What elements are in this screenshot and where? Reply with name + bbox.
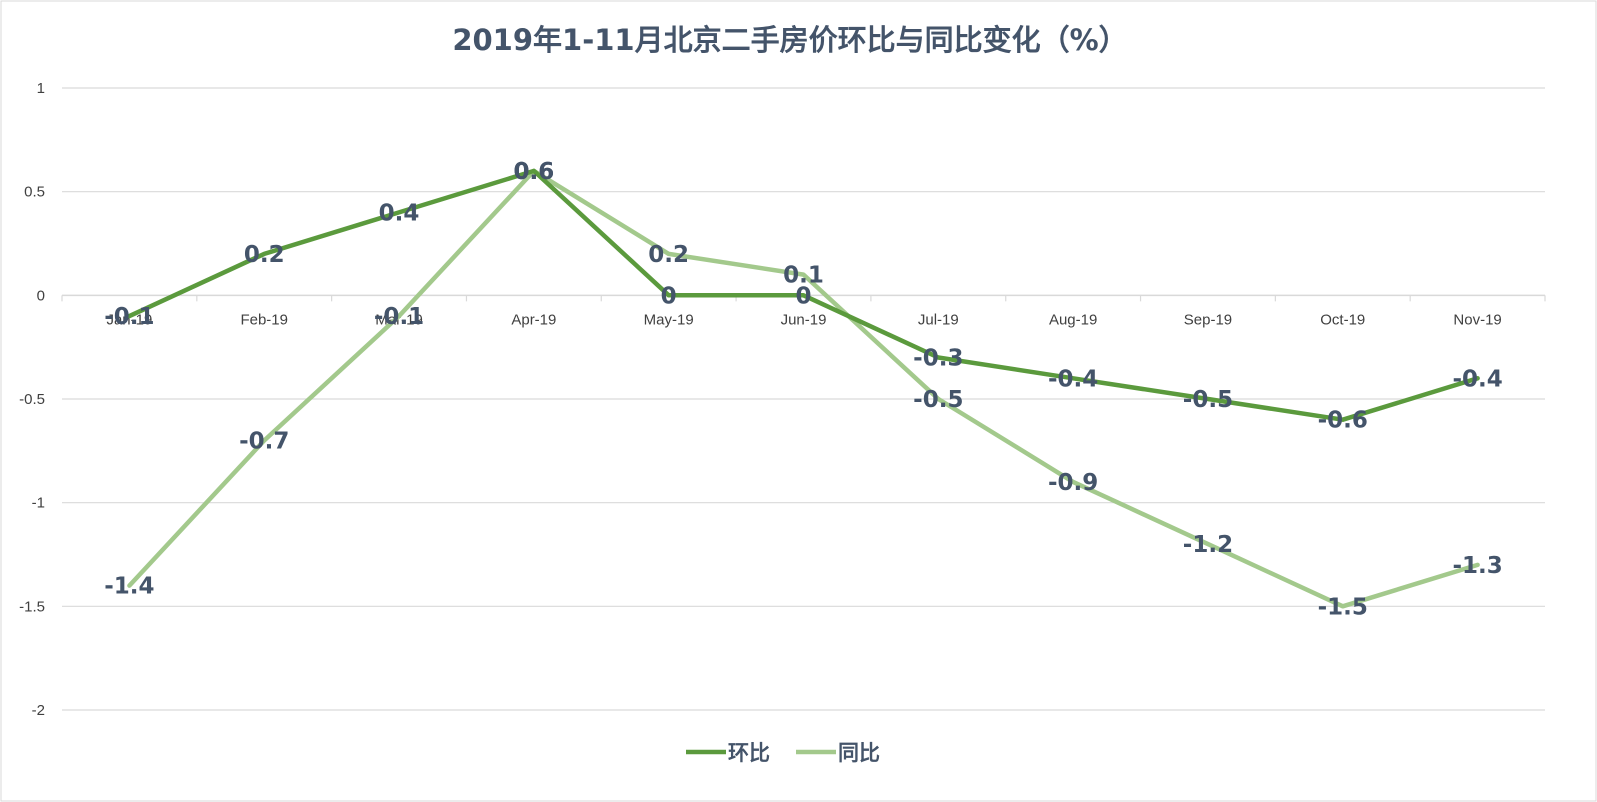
x-tick-label: May-19 bbox=[644, 311, 694, 328]
x-tick-label: Nov-19 bbox=[1453, 311, 1501, 328]
data-labels: -0.1 0.2 0.4 0.6 0 0 -0.3 -0.4 -0.5 -0.6 -0.4 -1.4 -… bbox=[104, 159, 1502, 620]
data-label: -0.3 bbox=[913, 346, 963, 372]
data-label: 0.6 bbox=[513, 159, 554, 185]
y-axis-ticks: 1 0.5 0 -0.5 -1 -1.5 -2 bbox=[19, 80, 45, 719]
data-label: 0.1 bbox=[783, 263, 824, 289]
data-label: -0.5 bbox=[913, 387, 963, 413]
x-tick-label: Jun-19 bbox=[781, 311, 827, 328]
legend: 环比 同比 bbox=[686, 741, 880, 765]
x-tick-label: Oct-19 bbox=[1320, 311, 1365, 328]
x-tick-label: Apr-19 bbox=[511, 311, 556, 328]
legend-label: 同比 bbox=[838, 741, 880, 765]
data-label: 0.2 bbox=[244, 242, 285, 268]
data-label: 0.2 bbox=[648, 242, 689, 268]
data-label: -1.4 bbox=[104, 574, 154, 600]
y-tick-label: -0.5 bbox=[19, 391, 45, 408]
y-tick-label: -1 bbox=[32, 495, 45, 512]
data-label: -0.6 bbox=[1318, 408, 1368, 434]
data-label: 0.4 bbox=[379, 200, 420, 226]
data-label: -0.4 bbox=[1452, 366, 1502, 392]
series-line-mom bbox=[127, 168, 1480, 422]
data-label: -1.2 bbox=[1183, 532, 1233, 558]
x-tick-label: Aug-19 bbox=[1049, 311, 1097, 328]
x-tick-label: Feb-19 bbox=[240, 311, 288, 328]
data-label: -0.1 bbox=[374, 304, 424, 330]
y-tick-label: -1.5 bbox=[19, 598, 45, 615]
data-label: -0.7 bbox=[239, 428, 289, 454]
y-tick-label: 0.5 bbox=[24, 184, 45, 201]
data-label: 0 bbox=[795, 283, 811, 309]
y-tick-label: 0 bbox=[37, 287, 45, 304]
chart-title: 2019年1-11月北京二手房价环比与同比变化（%） bbox=[452, 23, 1127, 57]
y-tick-label: -2 bbox=[32, 702, 45, 719]
data-label: 0 bbox=[661, 283, 677, 309]
data-label: -0.5 bbox=[1183, 387, 1233, 413]
x-tick-label: Jul-19 bbox=[918, 311, 959, 328]
legend-label: 环比 bbox=[728, 741, 770, 765]
data-label: -0.1 bbox=[104, 304, 154, 330]
data-label: -0.4 bbox=[1048, 366, 1098, 392]
data-label: -1.3 bbox=[1452, 553, 1502, 579]
data-label: -1.5 bbox=[1318, 594, 1368, 620]
series-line-yoy bbox=[127, 168, 1480, 609]
y-tick-label: 1 bbox=[37, 80, 45, 97]
x-tick-label: Jan-19 bbox=[106, 311, 152, 328]
series-lines bbox=[127, 168, 1480, 609]
data-label: -0.9 bbox=[1048, 470, 1098, 496]
data-label: 0.6 bbox=[513, 159, 554, 185]
x-tick-label: Sep-19 bbox=[1184, 311, 1232, 328]
